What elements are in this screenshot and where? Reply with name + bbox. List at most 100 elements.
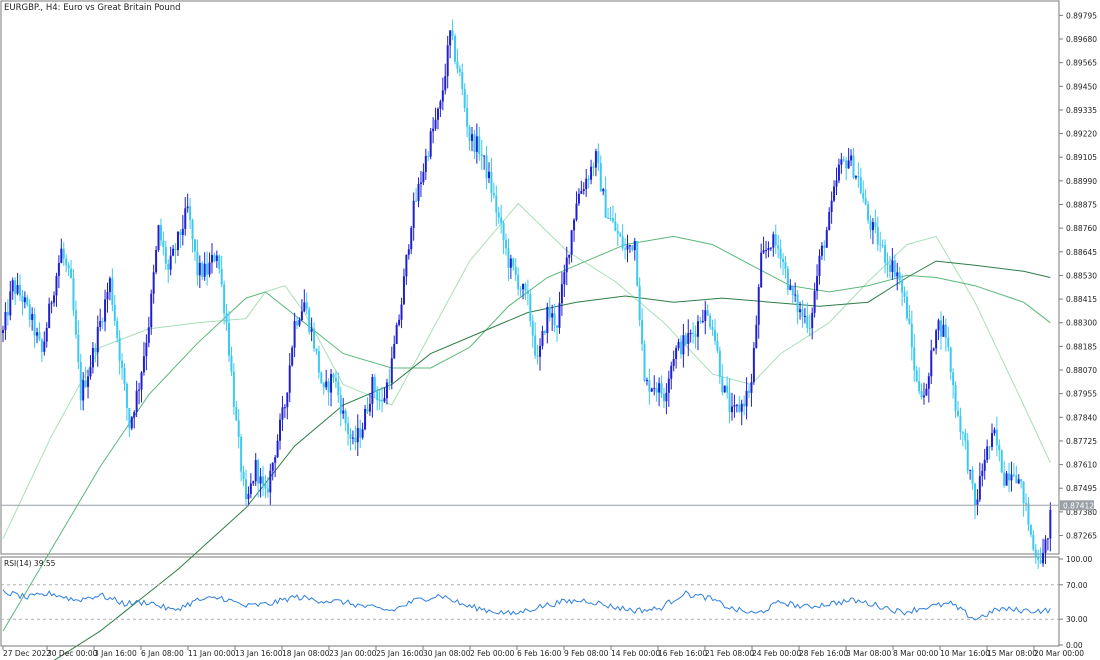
candle[interactable] [850, 155, 853, 161]
candle[interactable] [607, 217, 610, 219]
candle[interactable] [193, 239, 196, 252]
candle[interactable] [220, 268, 223, 285]
candle[interactable] [548, 307, 551, 318]
candle[interactable] [57, 262, 60, 276]
candle[interactable] [33, 313, 36, 336]
candle[interactable] [621, 236, 624, 249]
candle[interactable] [731, 406, 733, 413]
candle[interactable] [283, 407, 286, 409]
candle[interactable] [415, 200, 418, 202]
candle[interactable] [981, 470, 984, 477]
candle[interactable] [257, 460, 260, 484]
candle[interactable] [833, 186, 836, 201]
candle[interactable] [638, 285, 641, 321]
candle[interactable] [760, 252, 763, 288]
candle[interactable] [823, 245, 826, 248]
candle[interactable] [645, 380, 648, 382]
candle[interactable] [964, 432, 967, 441]
candle[interactable] [351, 437, 354, 439]
candle[interactable] [852, 155, 855, 178]
candle[interactable] [626, 245, 629, 250]
candle[interactable] [937, 320, 940, 331]
candle[interactable] [159, 225, 162, 241]
candle[interactable] [347, 423, 350, 435]
candle[interactable] [1029, 524, 1032, 535]
candle[interactable] [723, 385, 726, 393]
candle[interactable] [145, 342, 148, 357]
candle[interactable] [939, 320, 942, 337]
candle[interactable] [811, 312, 814, 329]
candle[interactable] [901, 280, 904, 293]
candle[interactable] [575, 203, 578, 220]
candle[interactable] [888, 264, 891, 272]
candle[interactable] [1000, 450, 1003, 473]
candle[interactable] [709, 315, 712, 328]
candle[interactable] [356, 428, 359, 443]
candle[interactable] [915, 370, 918, 382]
candle[interactable] [470, 134, 473, 141]
candle[interactable] [262, 476, 265, 485]
candle[interactable] [949, 347, 952, 373]
candle[interactable] [560, 284, 563, 304]
candle[interactable] [446, 45, 449, 77]
candle[interactable] [896, 272, 899, 277]
candle[interactable] [203, 263, 206, 277]
candle[interactable] [138, 389, 141, 391]
candle[interactable] [53, 295, 56, 303]
candle[interactable] [106, 292, 109, 300]
candle[interactable] [1020, 479, 1023, 482]
candle[interactable] [585, 178, 588, 190]
candle[interactable] [903, 292, 906, 297]
candle[interactable] [70, 268, 73, 279]
candle[interactable] [330, 374, 333, 393]
candle[interactable] [451, 30, 454, 36]
candle[interactable] [563, 272, 566, 285]
candle[interactable] [893, 260, 896, 277]
candle[interactable] [801, 309, 804, 317]
candle[interactable] [364, 408, 367, 430]
candle[interactable] [995, 429, 998, 446]
candle[interactable] [1003, 472, 1006, 486]
candle[interactable] [490, 171, 493, 193]
candle[interactable] [502, 222, 505, 241]
candle[interactable] [427, 155, 430, 157]
candle[interactable] [619, 233, 622, 237]
candle[interactable] [835, 180, 838, 187]
candle[interactable] [237, 420, 240, 437]
candle[interactable] [993, 429, 996, 434]
candle[interactable] [1044, 539, 1047, 553]
candle[interactable] [920, 391, 923, 398]
candle[interactable] [925, 388, 928, 396]
candle[interactable] [631, 245, 634, 251]
candle[interactable] [930, 350, 933, 377]
candle[interactable] [128, 407, 131, 429]
candle[interactable] [67, 265, 70, 269]
candle[interactable] [570, 230, 573, 255]
candle[interactable] [556, 325, 559, 328]
candle[interactable] [123, 367, 126, 384]
candle[interactable] [777, 245, 780, 249]
candle[interactable] [225, 313, 228, 323]
candle[interactable] [72, 278, 75, 311]
candle[interactable] [266, 488, 269, 493]
candle[interactable] [315, 348, 318, 352]
candle[interactable] [692, 332, 695, 334]
candle[interactable] [189, 206, 192, 220]
candle[interactable] [1017, 479, 1020, 484]
candle[interactable] [99, 321, 102, 327]
candle[interactable] [286, 392, 289, 408]
candle[interactable] [169, 255, 172, 270]
candle[interactable] [830, 200, 833, 212]
candle[interactable] [74, 310, 77, 335]
candle[interactable] [976, 499, 979, 506]
candle[interactable] [803, 315, 806, 317]
candles[interactable] [2, 19, 1052, 569]
candle[interactable] [816, 276, 819, 291]
candle[interactable] [806, 315, 809, 328]
candle[interactable] [371, 377, 374, 404]
candle[interactable] [971, 469, 974, 484]
candle[interactable] [526, 290, 529, 295]
candle[interactable] [582, 189, 585, 191]
candle[interactable] [859, 177, 862, 194]
candle[interactable] [711, 327, 714, 330]
